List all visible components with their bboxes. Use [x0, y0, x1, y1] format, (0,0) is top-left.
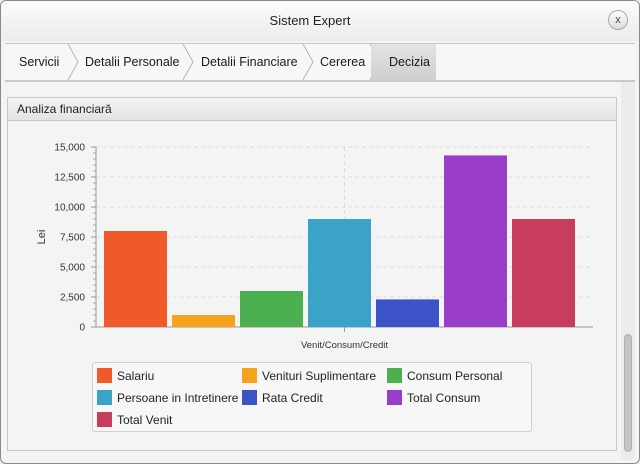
breadcrumb-item-detalii-financiare[interactable]: Detalii Financiare — [201, 55, 298, 69]
legend-item: Salariu — [97, 368, 154, 383]
legend-label: Total Consum — [407, 391, 481, 405]
legend-label: Consum Personal — [407, 369, 503, 383]
legend-item: Rata Credit — [242, 390, 323, 405]
bar-venituri-suplimentare — [172, 315, 235, 327]
y-axis-label: Lei — [36, 230, 48, 245]
legend-label: Salariu — [117, 369, 155, 383]
bar-consum-personal — [240, 291, 303, 327]
bar-rata-credit — [376, 299, 439, 327]
legend-item: Total Consum — [387, 390, 480, 405]
breadcrumb-item-cererea[interactable]: Cererea — [320, 55, 366, 69]
legend-swatch — [97, 390, 112, 405]
legend-label: Rata Credit — [262, 391, 323, 405]
x-axis-label: Venit/Consum/Credit — [301, 340, 388, 351]
vertical-scrollbar[interactable] — [621, 82, 635, 460]
scrollbar-thumb[interactable] — [624, 334, 632, 452]
bar-chart: 0 2,500 5,000 7,500 10,000 12,500 15,000 Venit/… — [36, 143, 593, 351]
legend-swatch — [242, 390, 257, 405]
breadcrumb-separator-icon — [182, 44, 194, 80]
y-tick-label: 12,500 — [54, 173, 85, 184]
y-tick-label: 15,000 — [54, 143, 85, 154]
bar-total-venit — [512, 219, 575, 327]
legend-label: Persoane in Intretinere — [117, 391, 239, 405]
legend-label: Total Venit — [117, 413, 173, 427]
y-tick-label: 5,000 — [60, 263, 85, 274]
y-tick-label: 2,500 — [60, 293, 85, 304]
close-button[interactable]: x — [608, 10, 628, 30]
title-bar: Sistem Expert x — [1, 1, 639, 41]
legend-swatch — [387, 368, 402, 383]
legend-item: Persoane in Intretinere — [97, 390, 238, 405]
y-tick-label: 7,500 — [60, 233, 85, 244]
chart-legend: Salariu Venituri Suplimentare Consum Per… — [92, 362, 532, 432]
legend-swatch — [242, 368, 257, 383]
y-tick-label: 10,000 — [54, 203, 85, 214]
breadcrumb-separator-icon — [67, 44, 79, 80]
bar-salariu — [104, 231, 167, 327]
breadcrumb-item-decizia[interactable]: Decizia — [371, 44, 436, 80]
legend-swatch — [387, 390, 402, 405]
legend-swatch — [97, 368, 112, 383]
breadcrumb-item-detalii-personale[interactable]: Detalii Personale — [85, 55, 180, 69]
legend-item: Consum Personal — [387, 368, 502, 383]
legend-item: Total Venit — [97, 412, 172, 427]
legend-label: Venituri Suplimentare — [262, 369, 377, 383]
legend-swatch — [97, 412, 112, 427]
bar-total-consum — [444, 155, 507, 327]
window-title: Sistem Expert — [269, 13, 351, 28]
y-tick-label: 0 — [79, 323, 85, 334]
legend-item: Venituri Suplimentare — [242, 368, 376, 383]
breadcrumb: Servicii Detalii Personale Detalii Finan… — [5, 43, 635, 81]
bar-persoane-in-intretinere — [308, 219, 371, 327]
breadcrumb-separator-icon — [302, 44, 314, 80]
breadcrumb-item-servicii[interactable]: Servicii — [19, 55, 60, 69]
section-title[interactable]: Analiza financiară — [7, 97, 617, 121]
